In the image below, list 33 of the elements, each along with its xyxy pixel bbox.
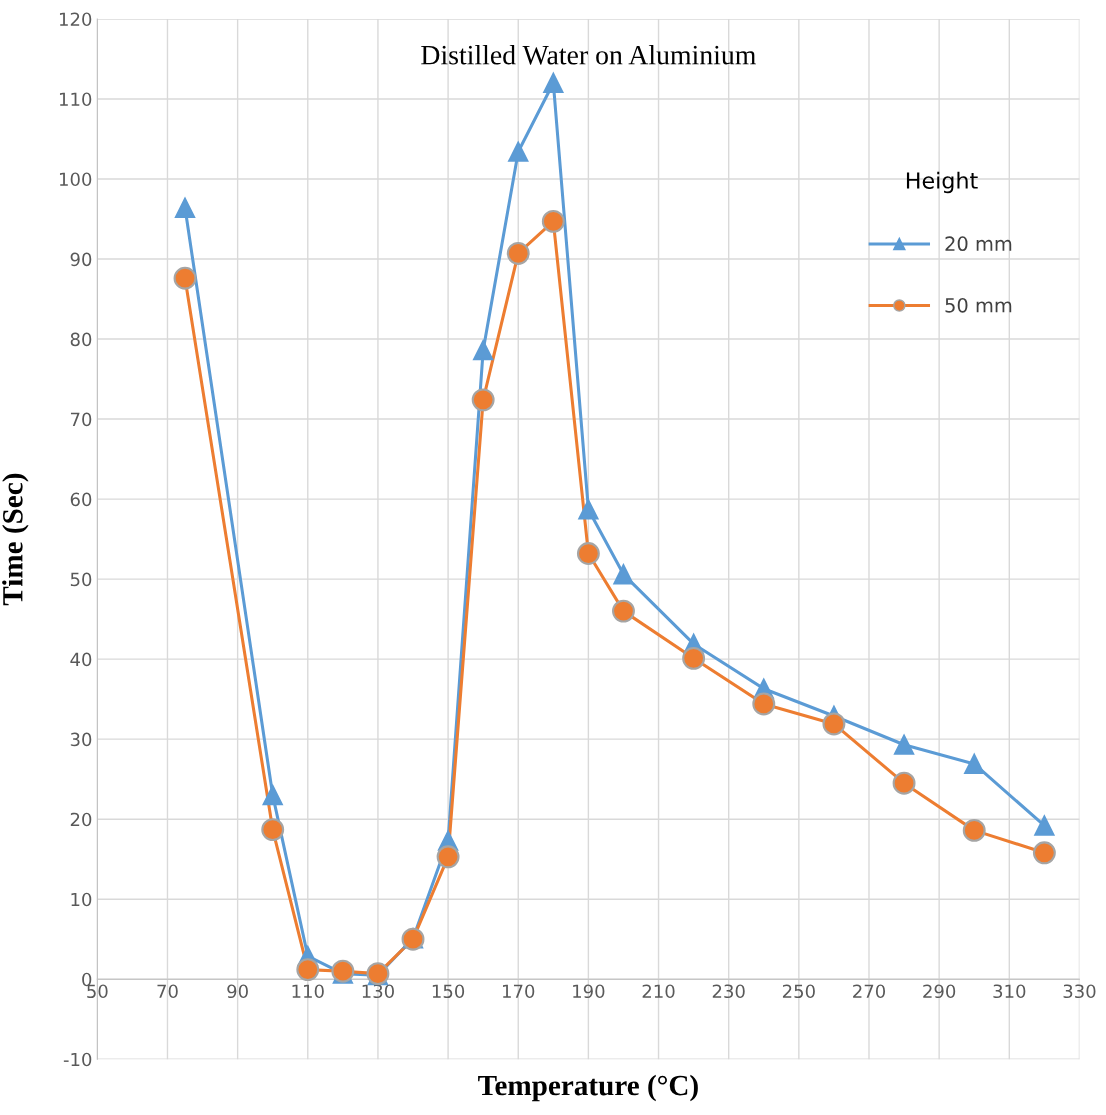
x-tick-label: 150: [432, 984, 465, 999]
x-axis-title: Temperature (°C): [478, 1074, 698, 1102]
x-tick-label: 130: [362, 984, 394, 999]
x-tick-label: 230: [712, 984, 745, 999]
y-tick-label: 30: [70, 732, 92, 747]
legend-label: 20 mm: [945, 236, 1012, 252]
legend-label: 50 mm: [945, 297, 1012, 313]
y-tick-label: 70: [70, 412, 92, 427]
x-tick-label: 330: [1063, 984, 1096, 999]
x-tick-label: 290: [923, 984, 956, 999]
y-tick-label: 20: [70, 812, 92, 827]
y-axis-title: Time (Sec): [2, 473, 29, 606]
legend-title: Height: [906, 171, 978, 194]
x-tick-label: 110: [292, 984, 324, 999]
y-tick-label: 80: [70, 332, 92, 347]
x-tick-label: 90: [227, 984, 248, 999]
y-tick-label: 40: [70, 652, 92, 667]
text: Distilled Water on Aluminium: [421, 44, 756, 65]
y-tick-label: 50: [70, 572, 92, 587]
x-tick-label: 310: [993, 984, 1026, 999]
y-tick-label: 120: [59, 12, 92, 27]
y-tick-label: 100: [59, 172, 92, 187]
y-tick-label: 90: [70, 252, 92, 267]
y-tick-label: -10: [63, 1052, 92, 1067]
x-tick-label: 250: [782, 984, 815, 999]
x-tick-label: 70: [157, 984, 178, 999]
y-tick-label: 60: [70, 492, 92, 507]
x-tick-label: 190: [573, 984, 605, 999]
y-tick-label: 10: [71, 892, 92, 907]
y-tick-label: 110: [59, 92, 92, 107]
x-tick-label: 210: [642, 984, 675, 999]
x-tick-label: 170: [502, 984, 535, 999]
x-tick-label: 270: [853, 984, 886, 999]
